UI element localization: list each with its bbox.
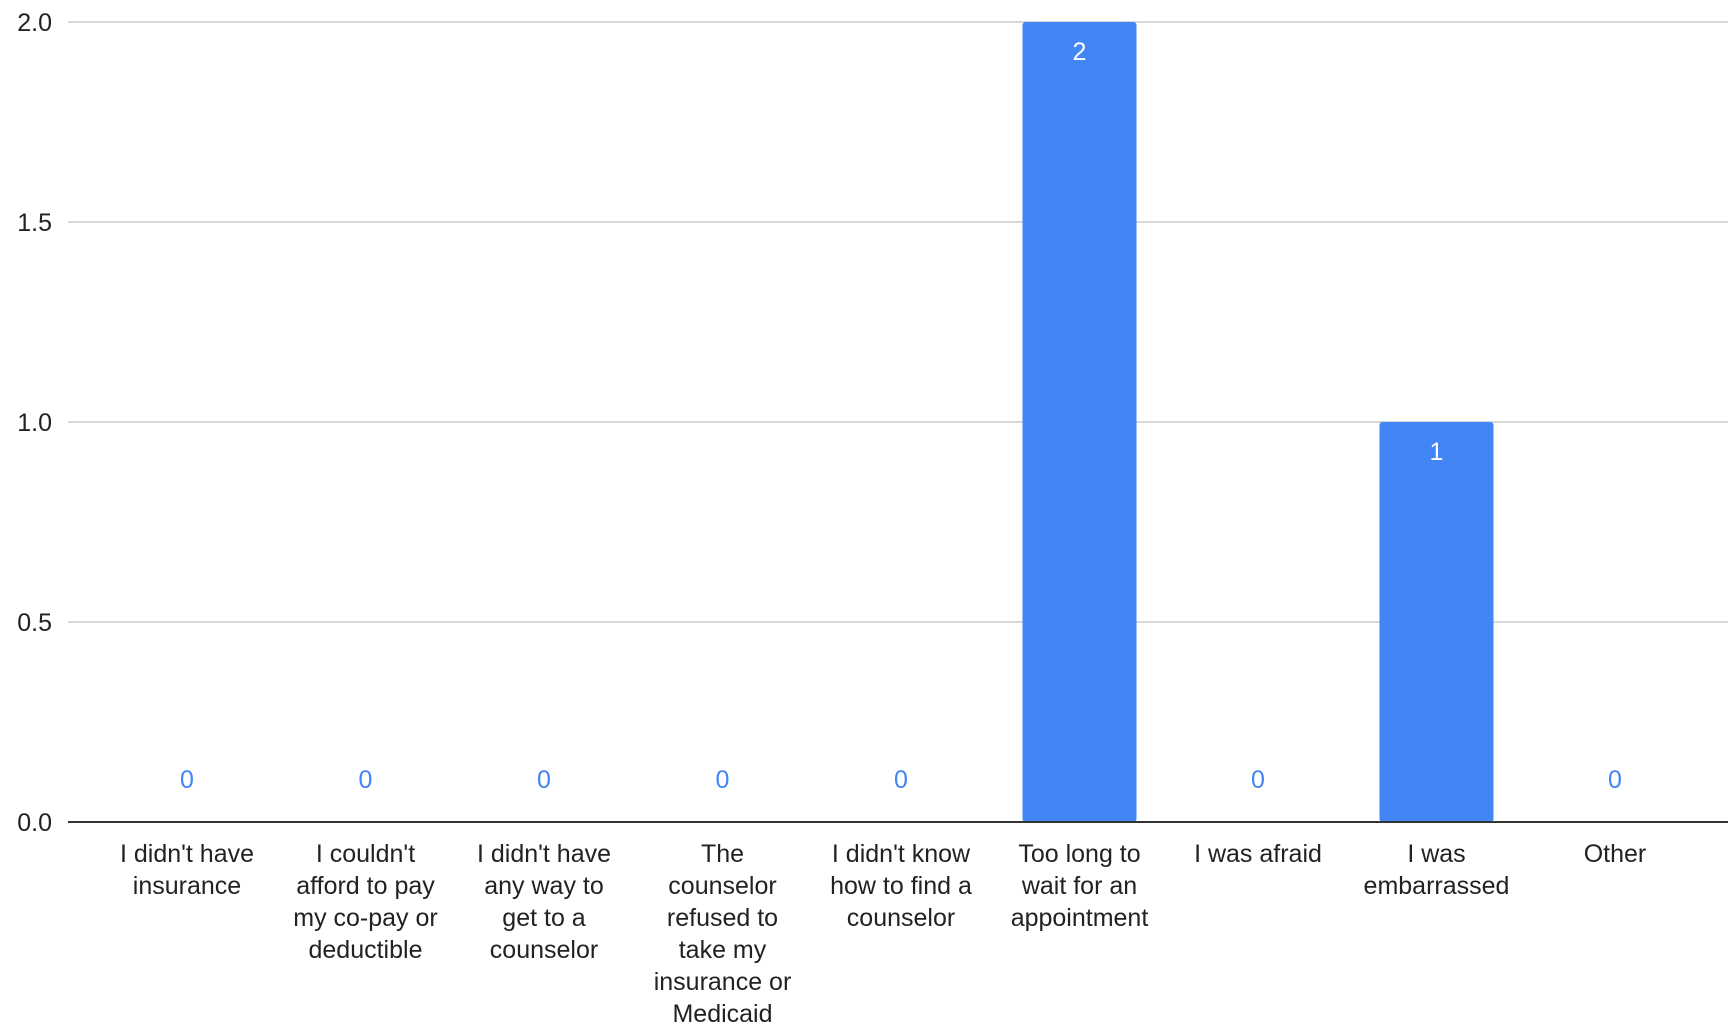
x-tick-label-line: afford to pay	[296, 872, 435, 900]
x-tick-label: I was embarrassed	[1364, 840, 1510, 900]
x-tick-label-line: counselor	[490, 936, 598, 964]
y-tick-label: 0.5	[17, 609, 52, 637]
x-tick-label-line: embarrassed	[1364, 872, 1510, 900]
x-tick-label-line: counselor	[847, 904, 955, 932]
x-tick-label-line: insurance	[133, 872, 241, 900]
x-tick-label-line: I didn't have	[477, 840, 611, 868]
x-tick-label-line: my co-pay or	[293, 904, 437, 932]
y-tick-label: 1.0	[17, 409, 52, 437]
data-label: 0	[180, 766, 194, 794]
data-label: 0	[716, 766, 730, 794]
x-tick-label-line: I didn't have	[120, 840, 254, 868]
bar	[1022, 22, 1137, 822]
data-label: 0	[359, 766, 373, 794]
x-tick-label: Other	[1584, 840, 1647, 868]
x-tick-label-line: how to find a	[830, 872, 972, 900]
y-tick-label: 2.0	[17, 9, 52, 37]
y-tick-label: 1.5	[17, 209, 52, 237]
x-tick-label-line: appointment	[1011, 904, 1149, 932]
x-tick-label-line: insurance or	[654, 968, 792, 996]
bar	[1379, 422, 1494, 822]
x-tick-label-line: any way to	[484, 872, 604, 900]
axes: 0.0 0.5 1.0 1.5 2.0	[17, 9, 1728, 837]
x-tick-label-line: deductible	[309, 936, 423, 964]
x-tick-label: I couldn't afford to pay my co-pay or deduc…	[293, 840, 437, 964]
data-label: 2	[1073, 38, 1087, 66]
x-tick-label: I didn't have any way to get to a counselor	[477, 840, 611, 964]
x-tick-label-line: counselor	[668, 872, 776, 900]
x-tick-label-line: The	[701, 840, 744, 868]
data-label: 1	[1430, 438, 1444, 466]
x-tick-label: I didn't have insurance	[120, 840, 254, 900]
x-tick-label-line: Too long to	[1018, 840, 1140, 868]
x-tick-label-line: Other	[1584, 840, 1647, 868]
labels: 0 I didn't have insurance 0 I couldn't afford…	[120, 38, 1646, 1026]
x-tick-label-line: I didn't know	[832, 840, 971, 868]
x-tick-label-line: get to a	[502, 904, 585, 932]
x-tick-label-line: I was afraid	[1194, 840, 1322, 868]
x-tick-label-line: take my	[679, 936, 767, 964]
data-label: 0	[537, 766, 551, 794]
x-tick-label: Too long to wait for an appointment	[1011, 840, 1149, 932]
data-label: 0	[1251, 766, 1265, 794]
x-tick-label: I was afraid	[1194, 840, 1322, 868]
bars	[1022, 22, 1494, 822]
x-tick-label-line: I was	[1407, 840, 1465, 868]
data-label: 0	[894, 766, 908, 794]
x-tick-label-line: wait for an	[1021, 872, 1137, 900]
x-tick-label-line: refused to	[667, 904, 778, 932]
y-tick-label: 0.0	[17, 809, 52, 837]
x-tick-label-line: I couldn't	[316, 840, 415, 868]
x-tick-label: The counselor refused to take my insurance o…	[654, 840, 792, 1026]
x-tick-label-line: Medicaid	[672, 1000, 772, 1026]
data-label: 0	[1608, 766, 1622, 794]
x-tick-label: I didn't know how to find a counselor	[830, 840, 972, 932]
